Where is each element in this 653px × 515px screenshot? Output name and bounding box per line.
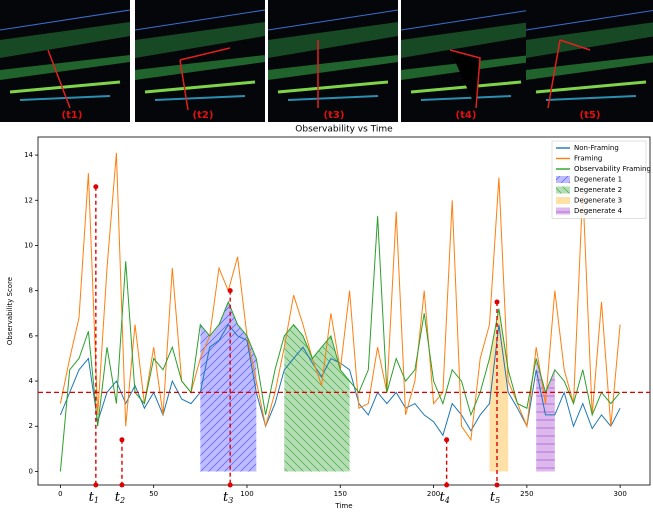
- marker-foot: [228, 483, 233, 488]
- figure: (t1) (t2) (t3) (t4) (t5) Observability v…: [0, 0, 653, 511]
- marker-foot: [495, 483, 500, 488]
- image-label: (t3): [324, 110, 345, 121]
- image: [268, 0, 398, 122]
- y-tick-label: 4: [29, 377, 34, 385]
- legend-patch: [556, 197, 570, 204]
- marker-label-index: 3: [228, 496, 233, 505]
- image: [135, 0, 265, 122]
- image-row: (t1) (t2) (t3) (t4) (t5): [0, 0, 653, 122]
- legend-label: Degenerate 4: [574, 207, 623, 215]
- y-tick-label: 10: [24, 241, 33, 249]
- y-axis-label: Observability Score: [6, 277, 14, 345]
- x-tick-label: 300: [613, 490, 626, 498]
- x-tick-label: 50: [149, 490, 158, 498]
- marker-point: [119, 437, 124, 442]
- image: [0, 0, 130, 122]
- legend-patch: [556, 208, 570, 215]
- marker-foot: [93, 483, 98, 488]
- marker-label-index: 5: [495, 496, 500, 505]
- marker-foot: [119, 483, 124, 488]
- y-tick-label: 8: [29, 287, 33, 295]
- image: [526, 0, 653, 122]
- x-tick-label: 150: [334, 490, 347, 498]
- y-tick-label: 12: [24, 196, 33, 204]
- marker-label: t4: [439, 490, 449, 506]
- degenerate-region: [490, 309, 509, 472]
- image-label: (t1): [62, 110, 83, 121]
- legend-patch: [556, 176, 570, 183]
- marker-point: [228, 288, 233, 293]
- degenerate-region: [200, 302, 256, 471]
- image-label: (t4): [456, 110, 477, 121]
- y-tick-label: 14: [24, 151, 33, 159]
- x-tick-label: 250: [520, 490, 533, 498]
- y-tick-label: 2: [29, 422, 33, 430]
- marker-point: [444, 437, 449, 442]
- marker-foot: [444, 483, 449, 488]
- marker-point: [495, 299, 500, 304]
- legend-label: Degenerate 2: [574, 186, 622, 194]
- legend-label: Degenerate 3: [574, 197, 622, 205]
- legend-label: Degenerate 1: [574, 176, 622, 184]
- marker-label-index: 2: [119, 496, 125, 505]
- marker-label-index: 4: [444, 496, 450, 505]
- marker-label: t2: [115, 490, 125, 506]
- x-tick-label: 0: [58, 490, 62, 498]
- image-label: (t2): [193, 110, 214, 121]
- legend-label: Framing: [574, 155, 602, 163]
- marker-point: [93, 184, 98, 189]
- marker-label-index: 1: [94, 496, 99, 505]
- degenerate-region: [284, 325, 349, 472]
- legend-patch: [556, 187, 570, 194]
- legend-label: Non-Framing: [574, 144, 619, 152]
- x-axis-label: Time: [334, 502, 352, 510]
- marker-label: t3: [223, 490, 233, 506]
- chart-title: Observability vs Time: [295, 125, 393, 135]
- page: (t1) (t2) (t3) (t4) (t5) Observability v…: [0, 0, 653, 515]
- y-tick-label: 0: [29, 467, 33, 475]
- marker-label: t1: [89, 490, 99, 506]
- y-tick-label: 6: [29, 332, 34, 340]
- x-tick-label: 100: [240, 490, 253, 498]
- image-label: (t5): [580, 110, 601, 121]
- x-tick-label: 200: [427, 490, 440, 498]
- legend-label: Observability Framing: [574, 165, 651, 173]
- marker-label: t5: [490, 490, 500, 506]
